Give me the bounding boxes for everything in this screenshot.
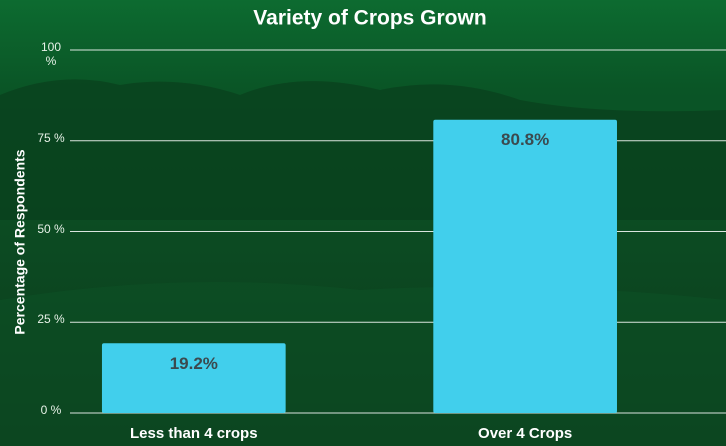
y-tick-label: 50 % <box>37 221 65 236</box>
y-tick-label: 25 % <box>37 312 65 327</box>
x-tick-label: Less than 4 crops <box>130 425 258 442</box>
y-tick-label: 100 % <box>40 40 62 68</box>
y-tick-label: 0 % <box>40 403 62 417</box>
bar <box>433 119 617 414</box>
value-label: 80.8% <box>501 130 549 149</box>
y-tick-label: 75 % <box>37 130 65 145</box>
chart-title: Variety of Crops Grown <box>253 7 486 30</box>
value-label: 19.2% <box>170 354 218 373</box>
y-axis-label: Percentage of Respondents <box>12 149 28 334</box>
x-tick-label: Over 4 Crops <box>478 425 572 442</box>
bar <box>101 343 286 413</box>
